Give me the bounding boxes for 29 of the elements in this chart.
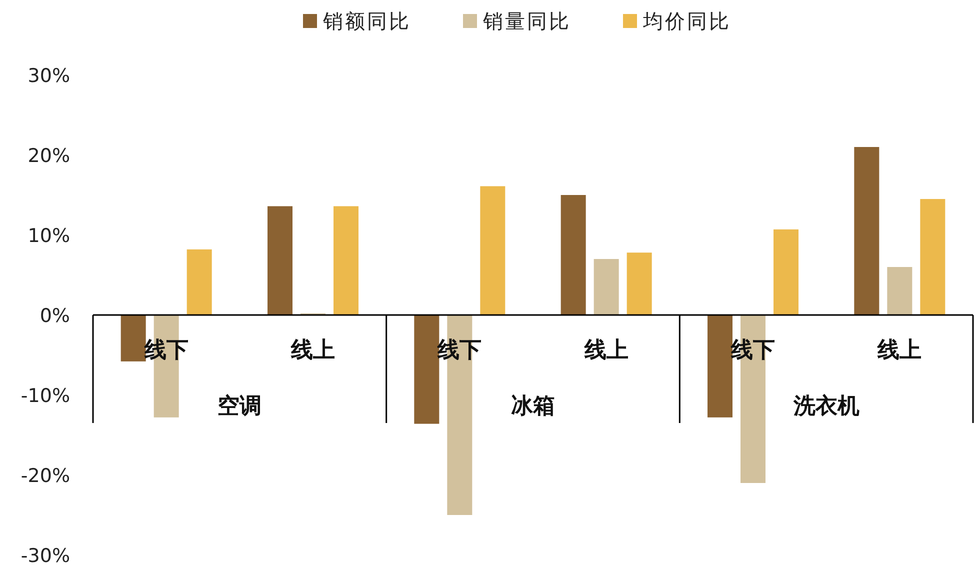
bar [887, 267, 912, 315]
bar [920, 199, 946, 315]
bar [854, 147, 880, 315]
annotation: 冰箱 [511, 394, 555, 419]
y-tick-label: 0% [40, 305, 70, 327]
y-tick-label: 20% [28, 145, 70, 167]
bar [560, 195, 586, 315]
legend-label: 销额同比 [322, 9, 411, 33]
x-tick-label: 线上 [876, 338, 922, 363]
bar [268, 206, 292, 315]
bar [186, 249, 212, 315]
y-tick-label: 30% [28, 65, 70, 87]
bar [626, 252, 652, 315]
x-tick-label: 线上 [583, 338, 628, 363]
bar [334, 206, 358, 315]
annotation: 洗衣机 [792, 393, 860, 419]
bar [708, 315, 732, 418]
y-tick-label: 10% [28, 225, 70, 247]
bar [120, 315, 146, 362]
annotation: 空调 [218, 393, 262, 419]
y-tick-label: -30% [20, 545, 70, 567]
legend-label: 销量同比 [482, 9, 571, 33]
bar [774, 229, 798, 315]
legend-label: 均价同比 [642, 9, 731, 33]
bar [480, 186, 506, 315]
y-tick-label: -20% [20, 465, 70, 487]
x-tick-label: 线上 [290, 338, 335, 363]
bar [594, 259, 619, 315]
y-tick-label: -10% [20, 385, 70, 407]
